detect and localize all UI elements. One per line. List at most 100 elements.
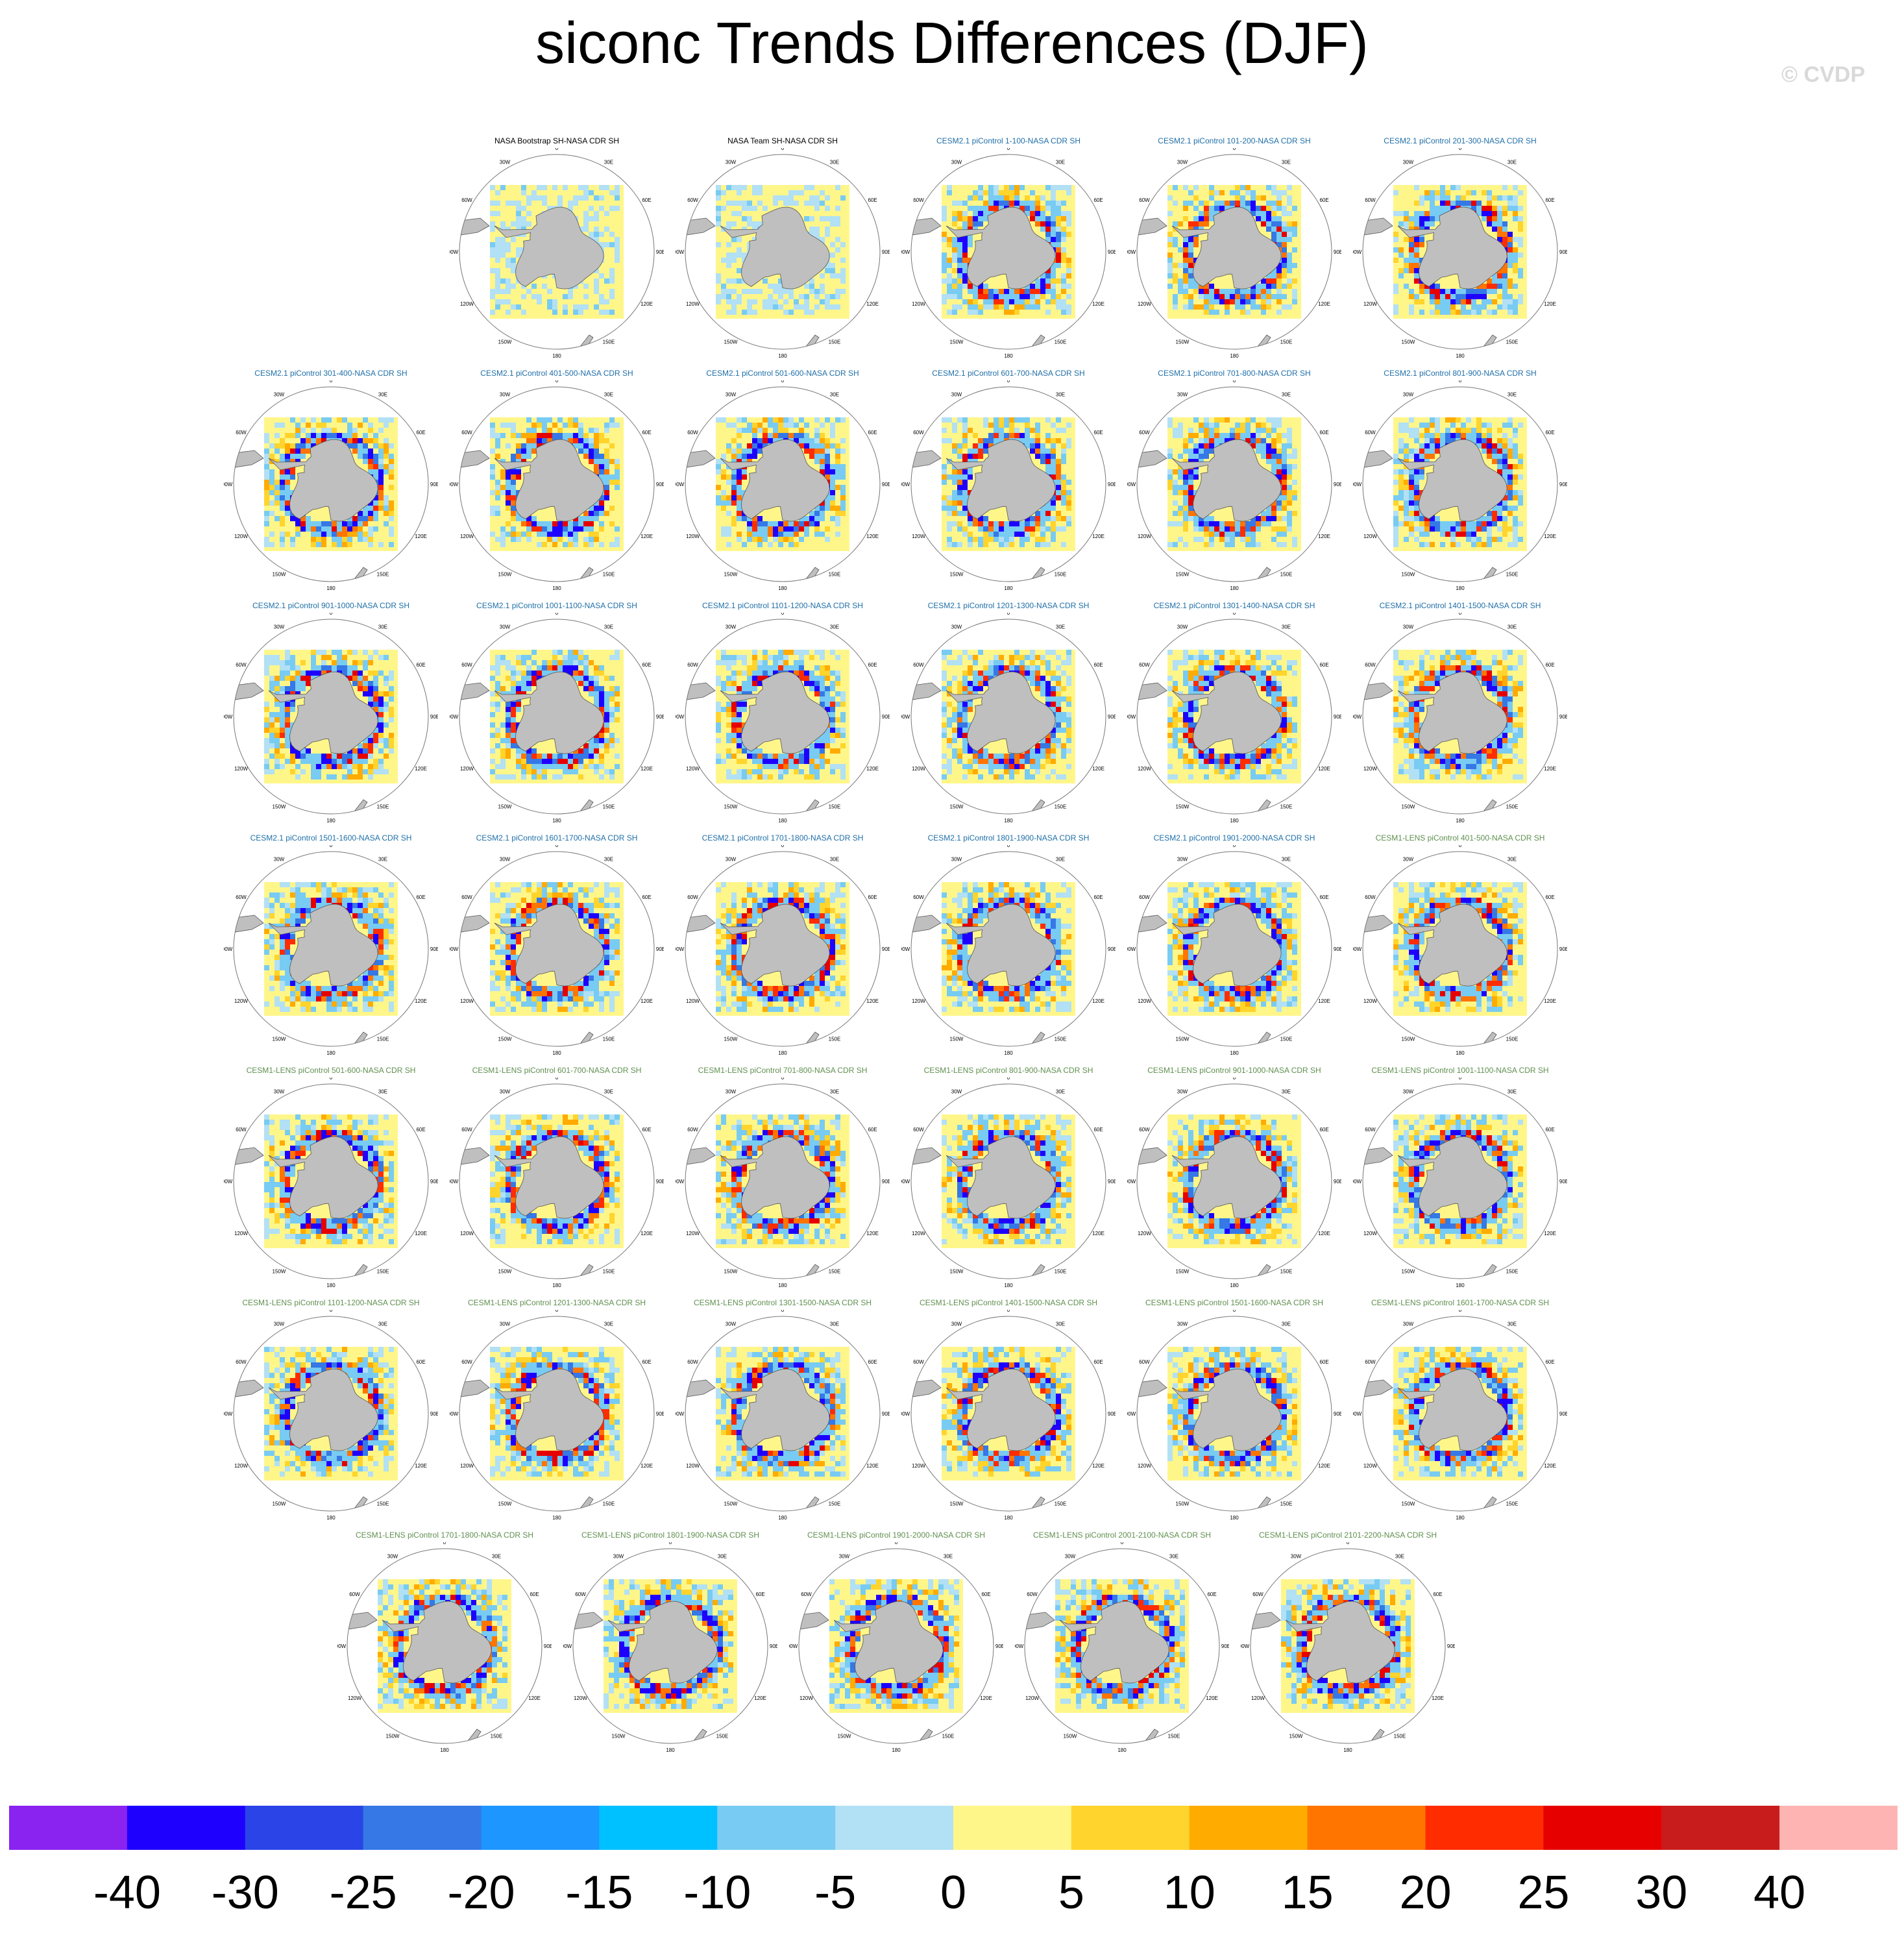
antarctica-landmass [720,439,830,522]
longitude-label-n150e: 150E [829,804,841,810]
longitude-label-n90w: 90W [1127,1179,1136,1185]
longitude-label-n30w: 30W [274,856,285,862]
panel-title: CESM1-LENS piControl 1601-1700-NASA CDR … [1371,1298,1550,1307]
longitude-label-n150w: 150W [1176,1037,1190,1042]
panel-title: CESM1-LENS piControl 1701-1800-NASA CDR … [355,1531,534,1540]
longitude-label-n60e: 60E [416,1359,425,1365]
longitude-label-n120w: 120W [460,998,474,1004]
polar-map: 0 30E 60E 90E 120E 150E 180 150W 120W 90W 60W 30W [450,380,664,591]
new-zealand-landmass [1031,1496,1045,1511]
longitude-label-n120e: 120E [866,534,879,539]
panel-title: CESM2.1 piControl 1301-1400-NASA CDR SH [1153,601,1315,610]
longitude-label-n60e: 60E [1545,1359,1554,1365]
longitude-label-n150e: 150E [1280,572,1293,578]
longitude-label-n60e: 60E [868,1359,877,1365]
longitude-label-n90w: 90W [901,946,910,952]
longitude-label-n90w: 90W [224,1411,233,1417]
map-boundary [1362,1083,1558,1279]
longitude-label-n0: 0 [555,613,559,616]
longitude-label-n60w: 60W [236,662,247,668]
map-boundary [685,1316,881,1512]
longitude-label-n30e: 30E [378,624,387,630]
longitude-label-n90w: 90W [1353,482,1362,487]
panel-title: CESM2.1 piControl 1101-1200-NASA CDR SH [702,601,863,610]
longitude-label-n120e: 120E [415,534,427,539]
longitude-label-n120e: 120E [1544,766,1556,772]
longitude-label-n120e: 120E [1544,1231,1556,1236]
polar-map: 0 30E 60E 90E 120E 150E 180 150W 120W 90W 60W 30W [224,613,438,824]
longitude-label-n150e: 150E [716,1734,729,1740]
longitude-label-n180: 180 [552,818,561,824]
longitude-label-n90e: 90E [1334,946,1341,952]
longitude-label-n120w: 120W [1138,1463,1151,1469]
longitude-label-n150w: 150W [724,804,738,810]
colorbar-tick-label: 5 [1058,1867,1084,1919]
longitude-label-n90e: 90E [1559,482,1567,487]
map-panel: CESM1-LENS piControl 1001-1100-NASA CDR … [1353,1066,1567,1293]
new-zealand-landmass [354,1496,368,1511]
longitude-label-n120w: 120W [912,534,925,539]
panel-title: CESM2.1 piControl 601-700-NASA CDR SH [932,369,1085,378]
map-panel: NASA Bootstrap SH-NASA CDR SH 0 30E 60E 90E 1… [450,136,664,363]
panel-title: CESM2.1 piControl 201-300-NASA CDR SH [1384,136,1537,145]
polar-map: 0 30E 60E 90E 120E 150E 180 150W 120W 90W 60W 30W [1353,380,1567,591]
map-boundary [459,851,655,1047]
longitude-label-n30e: 30E [1056,1321,1065,1327]
longitude-label-n60w: 60W [1365,197,1376,203]
antarctica-landmass [494,671,604,754]
longitude-label-n120w: 120W [686,1463,700,1469]
longitude-label-n180: 180 [1456,585,1465,591]
longitude-label-n60e: 60E [868,197,877,203]
longitude-label-n90w: 90W [224,1179,233,1185]
longitude-label-n120e: 120E [754,1695,766,1701]
longitude-label-n180: 180 [1004,1283,1013,1288]
longitude-label-n90w: 90W [1127,482,1136,487]
south-america-landmass [460,1379,490,1397]
longitude-label-n120w: 120W [1138,534,1151,539]
longitude-label-n150w: 150W [498,804,512,810]
longitude-label-n120w: 120W [348,1695,361,1701]
panel-title: CESM2.1 piControl 1501-1600-NASA CDR SH [250,833,412,842]
longitude-label-n180: 180 [892,1747,901,1753]
antarctica-landmass [268,1368,378,1451]
longitude-label-n150e: 150E [1280,339,1293,345]
longitude-label-n120e: 120E [1318,766,1330,772]
longitude-label-n120e: 120E [641,534,653,539]
colorbar-swatch [953,1806,1072,1850]
longitude-label-n60w: 60W [1365,1127,1376,1133]
longitude-label-n120e: 120E [641,766,653,772]
longitude-label-n30w: 30W [1403,391,1414,397]
longitude-label-n60e: 60E [416,1127,425,1133]
longitude-label-n60e: 60E [1093,662,1103,668]
polar-map: 0 30E 60E 90E 120E 150E 180 150W 120W 90W 60W 30W [450,148,664,359]
longitude-label-n120e: 120E [866,301,879,307]
panel-title: CESM2.1 piControl 1-100-NASA CDR SH [936,136,1081,145]
map-boundary [1362,386,1558,582]
antarctica-landmass [1397,904,1507,987]
south-america-landmass [912,217,942,236]
antarctica-landmass [946,1136,1056,1219]
map-boundary [685,851,881,1047]
map-panel: CESM1-LENS piControl 1201-1300-NASA CDR … [450,1298,664,1525]
longitude-label-n180: 180 [1230,353,1239,359]
panel-title: CESM2.1 piControl 1701-1800-NASA CDR SH [702,833,864,842]
polar-map: 0 30E 60E 90E 120E 150E 180 150W 120W 90W 60W 30W [676,148,890,359]
map-panel: CESM2.1 piControl 1101-1200-NASA CDR SH 0… [676,601,890,828]
longitude-label-n180: 180 [778,585,787,591]
longitude-label-n180: 180 [552,1515,561,1521]
map-boundary [685,1083,881,1279]
longitude-label-n60w: 60W [1365,894,1376,900]
figure-title: siconc Trends Differences (DJF) [535,11,1369,76]
longitude-label-n120w: 120W [1138,998,1151,1004]
longitude-label-n150w: 150W [1289,1734,1303,1740]
longitude-label-n120w: 120W [686,998,700,1004]
longitude-label-n150e: 150E [1506,804,1519,810]
longitude-label-n90e: 90E [1334,249,1341,255]
longitude-label-n150e: 150E [1055,339,1067,345]
antarctica-landmass [268,904,378,987]
south-america-landmass [686,1379,716,1397]
longitude-label-n30e: 30E [1282,159,1291,165]
map-boundary [572,1548,768,1744]
longitude-label-n90w: 90W [1353,1411,1362,1417]
panel-title: CESM2.1 piControl 1901-2000-NASA CDR SH [1153,833,1315,842]
